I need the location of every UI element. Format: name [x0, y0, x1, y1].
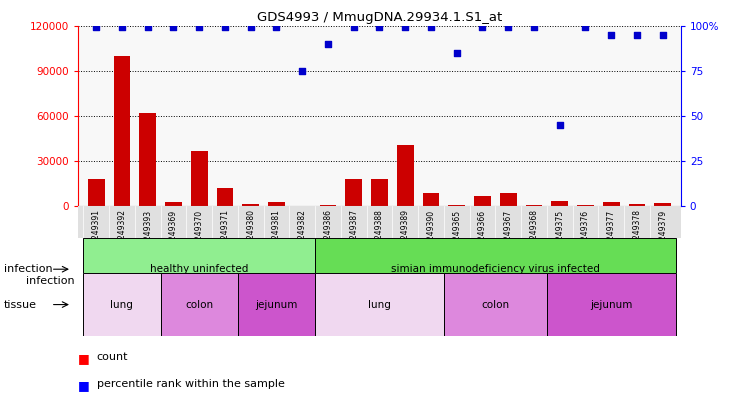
Bar	[161, 273, 238, 336]
Text: GSM1249390: GSM1249390	[426, 209, 435, 261]
Text: count: count	[97, 352, 128, 362]
Bar	[371, 179, 388, 206]
Point	[322, 40, 334, 47]
Text: GSM1249371: GSM1249371	[220, 209, 229, 261]
Point	[296, 68, 308, 74]
Text: GSM1249367: GSM1249367	[504, 209, 513, 261]
Bar	[547, 273, 676, 336]
Title: GDS4993 / MmugDNA.29934.1.S1_at: GDS4993 / MmugDNA.29934.1.S1_at	[257, 11, 502, 24]
Text: GSM1249369: GSM1249369	[169, 209, 178, 261]
Text: GSM1249380: GSM1249380	[246, 209, 255, 261]
Text: jejunum: jejunum	[590, 299, 632, 310]
Bar	[88, 179, 104, 206]
Text: lung: lung	[368, 299, 391, 310]
Text: percentile rank within the sample: percentile rank within the sample	[97, 379, 285, 389]
Text: jejunum: jejunum	[255, 299, 298, 310]
Bar	[320, 205, 336, 206]
Bar	[629, 204, 645, 206]
Point	[657, 31, 669, 38]
Bar	[238, 273, 315, 336]
Bar	[449, 205, 465, 206]
Text: GSM1249370: GSM1249370	[195, 209, 204, 261]
Point	[245, 24, 257, 31]
Bar	[655, 202, 671, 206]
Text: GSM1249366: GSM1249366	[478, 209, 487, 261]
Bar	[397, 145, 414, 206]
Text: infection: infection	[26, 276, 74, 286]
Bar	[139, 113, 156, 206]
Bar	[474, 196, 491, 206]
Bar	[315, 238, 676, 301]
Point	[580, 24, 591, 31]
Point	[476, 24, 488, 31]
Text: GSM1249376: GSM1249376	[581, 209, 590, 261]
Text: GSM1249381: GSM1249381	[272, 209, 281, 260]
Text: ■: ■	[78, 379, 90, 392]
Bar	[243, 204, 259, 206]
Text: ■: ■	[78, 352, 90, 365]
Bar	[315, 273, 444, 336]
Point	[631, 31, 643, 38]
Text: GSM1249365: GSM1249365	[452, 209, 461, 261]
Text: GSM1249387: GSM1249387	[349, 209, 358, 261]
Text: GSM1249379: GSM1249379	[658, 209, 667, 261]
Text: GSM1249382: GSM1249382	[298, 209, 307, 260]
Bar	[444, 273, 547, 336]
Text: infection: infection	[4, 264, 52, 274]
Bar	[83, 238, 315, 301]
Text: colon: colon	[185, 299, 214, 310]
Text: GSM1249391: GSM1249391	[92, 209, 100, 261]
Point	[554, 122, 565, 128]
Bar	[603, 202, 620, 206]
Bar	[165, 202, 182, 206]
Bar	[345, 179, 362, 206]
Text: GSM1249388: GSM1249388	[375, 209, 384, 260]
Text: GSM1249392: GSM1249392	[118, 209, 126, 261]
Point	[116, 24, 128, 31]
Text: colon: colon	[481, 299, 510, 310]
Point	[90, 24, 102, 31]
Point	[193, 24, 205, 31]
Point	[347, 24, 359, 31]
Bar	[83, 273, 161, 336]
Point	[451, 50, 463, 56]
Point	[271, 24, 283, 31]
Text: GSM1249377: GSM1249377	[606, 209, 616, 261]
Bar	[525, 205, 542, 206]
Text: GSM1249368: GSM1249368	[530, 209, 539, 261]
Point	[425, 24, 437, 31]
Point	[167, 24, 179, 31]
Text: GSM1249375: GSM1249375	[555, 209, 564, 261]
Text: simian immunodeficiency virus infected: simian immunodeficiency virus infected	[391, 264, 600, 274]
Text: lung: lung	[110, 299, 133, 310]
Point	[373, 24, 385, 31]
Text: GSM1249393: GSM1249393	[143, 209, 153, 261]
Text: GSM1249389: GSM1249389	[401, 209, 410, 261]
Point	[502, 24, 514, 31]
Text: tissue: tissue	[4, 299, 36, 310]
Point	[606, 31, 618, 38]
Text: healthy uninfected: healthy uninfected	[150, 264, 248, 274]
Bar	[500, 193, 516, 206]
Bar	[268, 202, 285, 206]
Bar	[217, 188, 234, 206]
Point	[219, 24, 231, 31]
Point	[400, 24, 411, 31]
Bar	[190, 151, 208, 206]
Point	[141, 24, 153, 31]
Point	[528, 24, 540, 31]
Bar	[423, 193, 439, 206]
Bar	[114, 56, 130, 206]
Bar	[577, 205, 594, 206]
Text: GSM1249378: GSM1249378	[632, 209, 641, 261]
Bar	[551, 201, 568, 206]
Text: GSM1249386: GSM1249386	[324, 209, 333, 261]
